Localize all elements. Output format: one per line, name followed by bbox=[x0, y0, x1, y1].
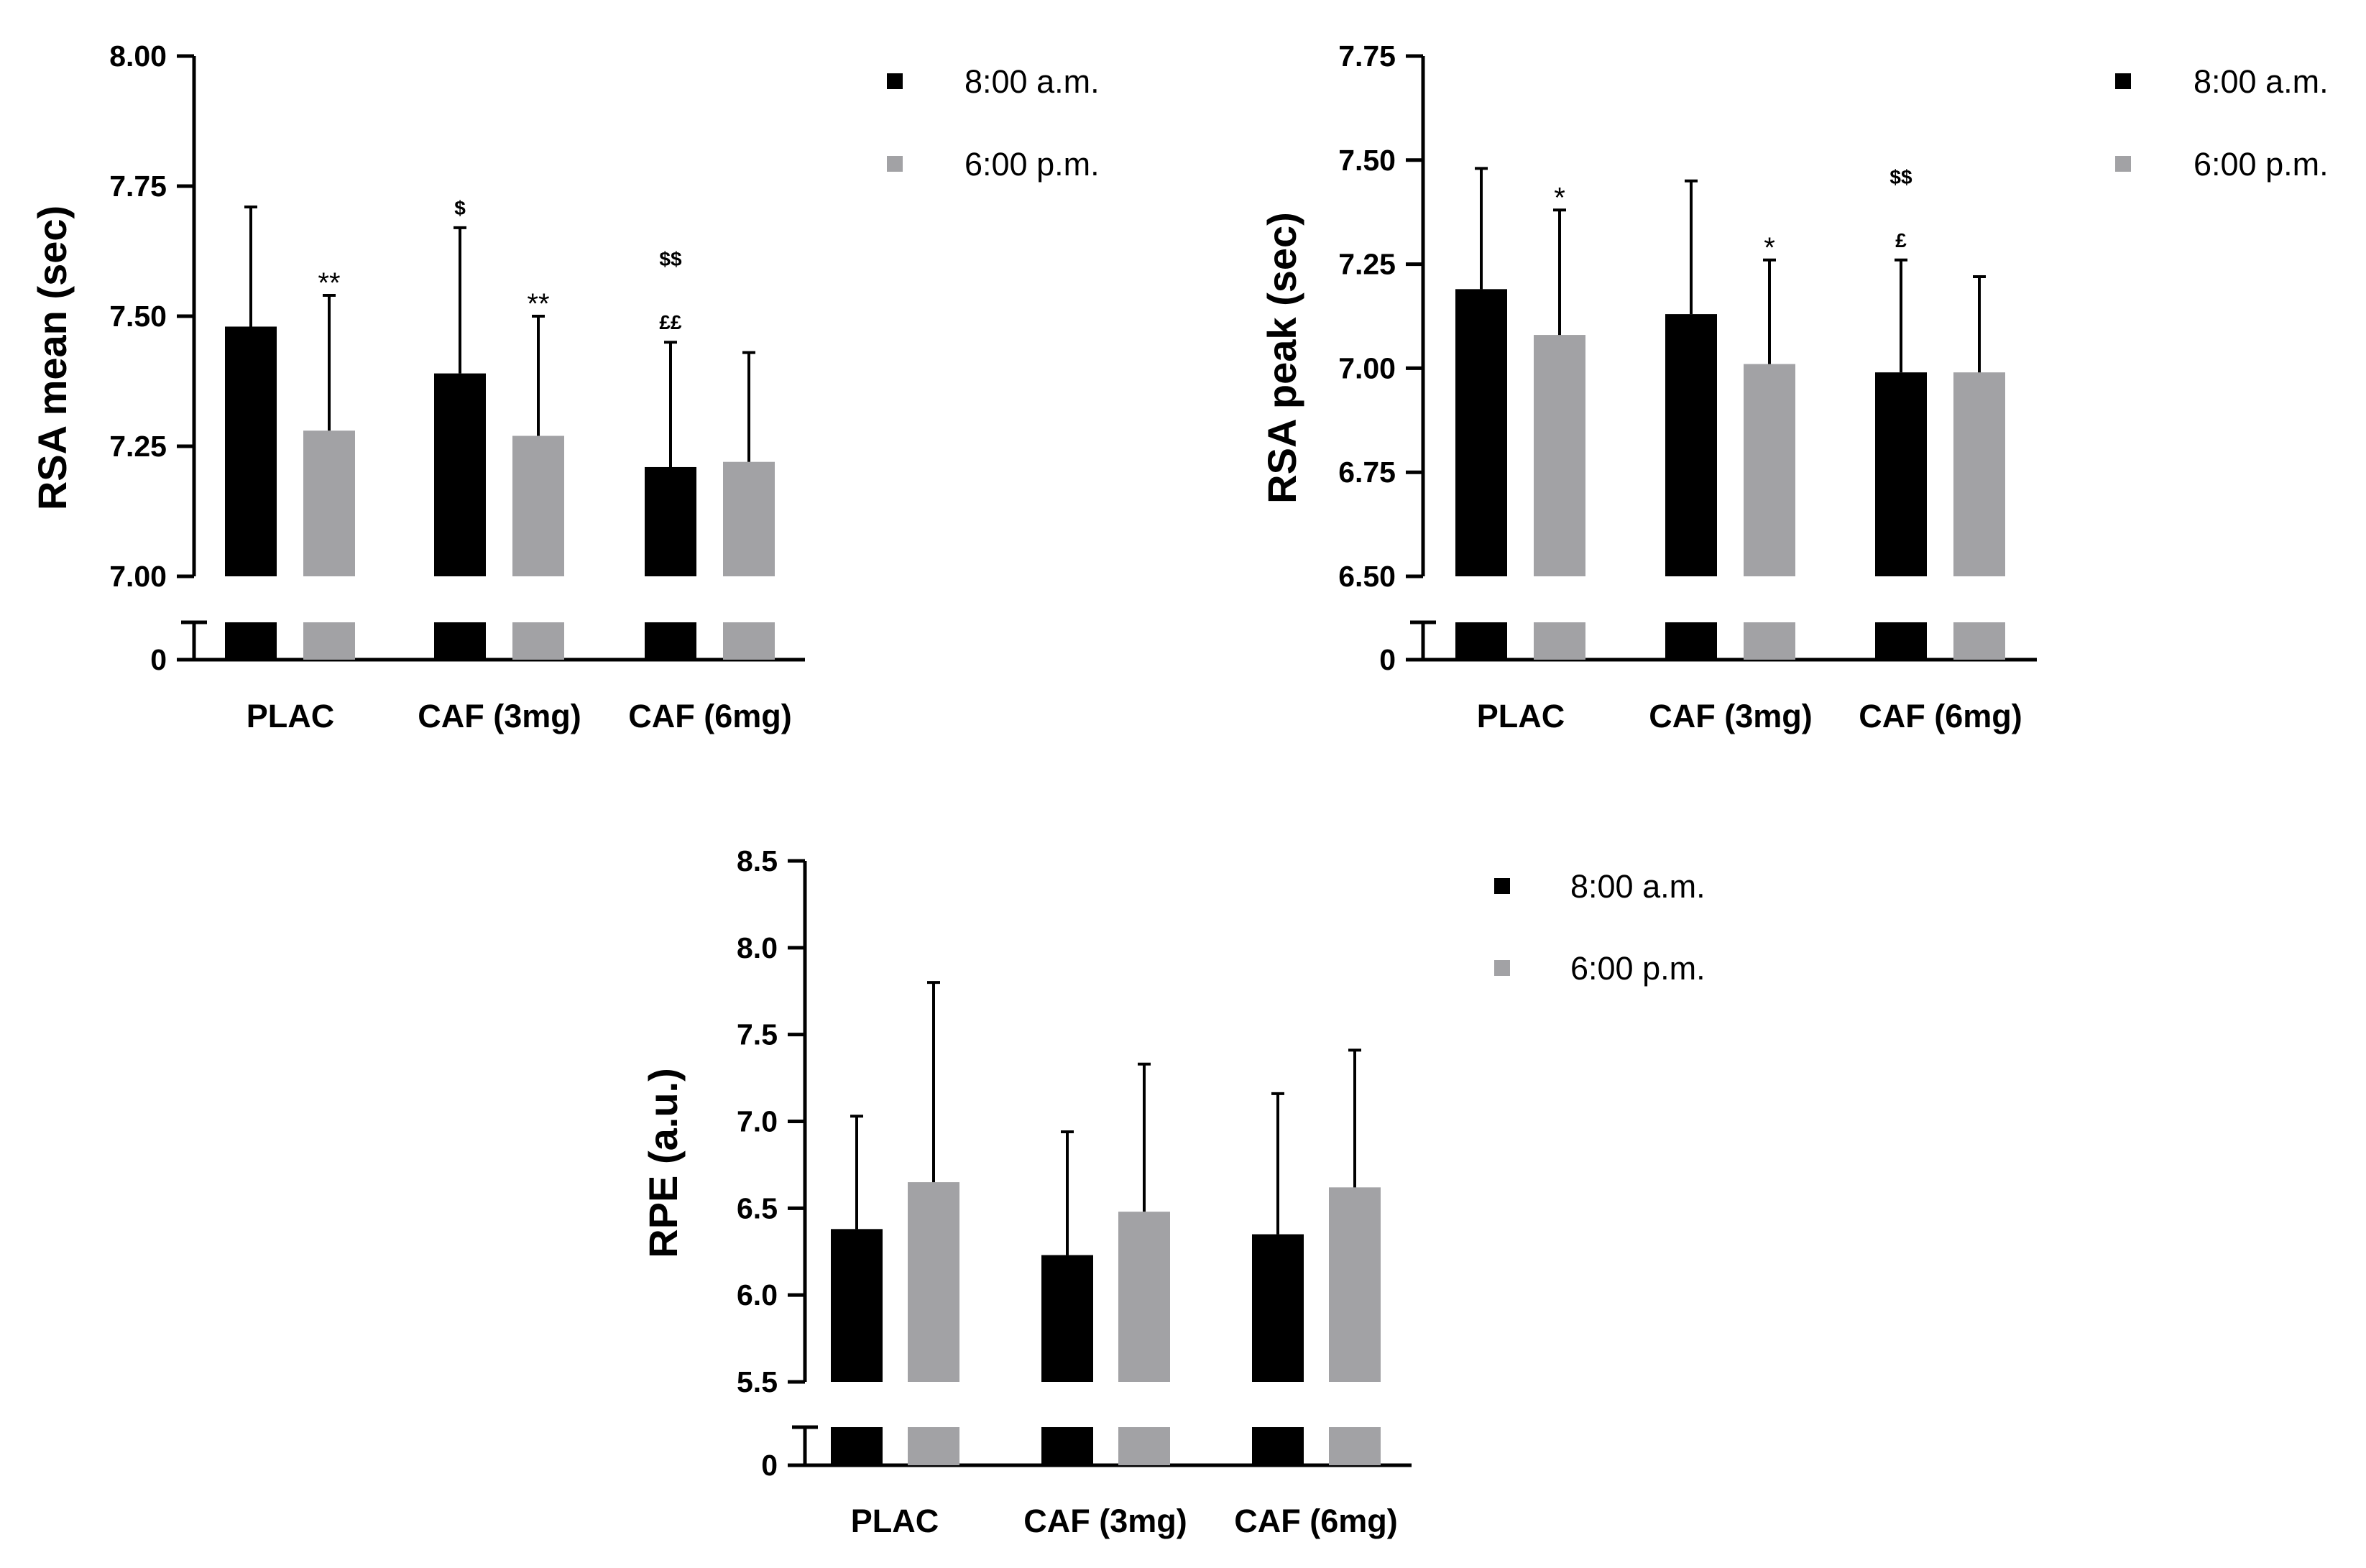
x-category-label: CAF (6mg) bbox=[1859, 698, 2022, 734]
bar bbox=[645, 466, 696, 576]
x-category-label: CAF (3mg) bbox=[1649, 698, 1812, 734]
bar-stub bbox=[1041, 1427, 1093, 1465]
y-tick-label-zero: 0 bbox=[1379, 643, 1396, 676]
x-category-label: CAF (3mg) bbox=[1023, 1503, 1187, 1539]
bar-stub bbox=[831, 1427, 883, 1465]
bar-stub bbox=[1252, 1427, 1304, 1465]
y-tick-label: 6.50 bbox=[1338, 560, 1396, 593]
chart-2: 0 7.75 7.50 7.25 7.00 6.75 6.50 RSA peak (sec) *… bbox=[1259, 40, 2329, 734]
legend-swatch bbox=[1494, 878, 1510, 894]
y-tick-label: 7.5 bbox=[737, 1018, 778, 1051]
bar-stub bbox=[1875, 622, 1927, 660]
bar bbox=[1875, 372, 1927, 576]
legend-swatch bbox=[2115, 156, 2131, 172]
significance-annotation: $ bbox=[454, 197, 466, 219]
chart-3: 0 8.5 8.0 7.5 7.0 6.5 6.0 5.5 RPE (a.u.) PLAC CAF … bbox=[640, 844, 1706, 1539]
significance-annotation: ** bbox=[527, 288, 549, 320]
legend-swatch bbox=[887, 156, 903, 172]
bar bbox=[1252, 1234, 1304, 1382]
bar bbox=[512, 435, 564, 576]
y-tick-label: 7.25 bbox=[109, 430, 167, 463]
bar-stub bbox=[1534, 622, 1585, 660]
y-axis-title: RPE (a.u.) bbox=[640, 1068, 686, 1258]
y-tick-label-zero: 0 bbox=[761, 1449, 778, 1482]
significance-annotation: $$ bbox=[659, 248, 682, 270]
x-category-label: PLAC bbox=[851, 1503, 939, 1539]
y-tick-label: 7.50 bbox=[1338, 144, 1396, 177]
legend-label: 8:00 a.m. bbox=[965, 63, 1100, 100]
bar-stub bbox=[1953, 622, 2005, 660]
significance-annotation: ££ bbox=[659, 311, 682, 333]
legend-swatch bbox=[1494, 960, 1510, 976]
bar-stub bbox=[645, 622, 696, 660]
bar bbox=[908, 1182, 959, 1382]
y-tick-label: 7.75 bbox=[109, 170, 167, 203]
y-tick-label: 8.5 bbox=[737, 844, 778, 877]
bar-stub bbox=[303, 622, 355, 660]
significance-annotation: * bbox=[1764, 232, 1775, 264]
y-tick-label: 5.5 bbox=[737, 1365, 778, 1398]
bar bbox=[1953, 372, 2005, 576]
legend-label: 6:00 p.m. bbox=[965, 146, 1100, 183]
bar bbox=[1118, 1212, 1170, 1382]
y-tick-label: 8.00 bbox=[109, 40, 167, 73]
bar bbox=[434, 373, 486, 576]
bar-stub bbox=[1455, 622, 1507, 660]
significance-annotation: $$ bbox=[1889, 166, 1912, 188]
bar-stub bbox=[512, 622, 564, 660]
bar bbox=[1041, 1255, 1093, 1382]
bar bbox=[303, 430, 355, 576]
bar bbox=[1534, 335, 1585, 576]
significance-annotation: £ bbox=[1895, 229, 1907, 252]
x-category-label: CAF (6mg) bbox=[628, 698, 791, 734]
y-tick-label: 7.0 bbox=[737, 1105, 778, 1138]
legend-label: 8:00 a.m. bbox=[1570, 868, 1706, 905]
y-tick-label-zero: 0 bbox=[150, 643, 167, 676]
bar-stub bbox=[1329, 1427, 1381, 1465]
y-tick-label: 7.50 bbox=[109, 300, 167, 333]
bar bbox=[225, 326, 277, 576]
legend-label: 8:00 a.m. bbox=[2194, 63, 2329, 100]
x-category-label: PLAC bbox=[1477, 698, 1565, 734]
bar-stub bbox=[723, 622, 775, 660]
bar-stub bbox=[908, 1427, 959, 1465]
significance-annotation: ** bbox=[318, 267, 340, 299]
bar bbox=[1455, 289, 1507, 576]
legend-swatch bbox=[887, 73, 903, 89]
bar-stub bbox=[1118, 1427, 1170, 1465]
y-axis-title: RSA mean (sec) bbox=[29, 206, 75, 510]
bar bbox=[723, 461, 775, 576]
chart-1: 0 8.00 7.75 7.50 7.25 7.00 RSA mean (sec) ** PLA… bbox=[29, 40, 1100, 734]
legend-label: 6:00 p.m. bbox=[2194, 146, 2329, 183]
y-tick-label: 6.0 bbox=[737, 1278, 778, 1311]
bar bbox=[831, 1229, 883, 1382]
y-tick-label: 8.0 bbox=[737, 931, 778, 964]
y-tick-label: 6.75 bbox=[1338, 456, 1396, 489]
bar-stub bbox=[434, 622, 486, 660]
bar-stub bbox=[225, 622, 277, 660]
significance-annotation: * bbox=[1554, 182, 1565, 213]
x-category-label: CAF (6mg) bbox=[1234, 1503, 1397, 1539]
y-tick-label: 7.00 bbox=[1338, 351, 1396, 384]
x-category-label: PLAC bbox=[247, 698, 335, 734]
legend-label: 6:00 p.m. bbox=[1570, 950, 1706, 987]
bar-stub bbox=[1744, 622, 1795, 660]
bar bbox=[1329, 1187, 1381, 1382]
bar-stub bbox=[1665, 622, 1717, 660]
legend-swatch bbox=[2115, 73, 2131, 89]
y-tick-label: 6.5 bbox=[737, 1191, 778, 1225]
y-axis-title: RSA peak (sec) bbox=[1259, 212, 1304, 504]
y-tick-label: 7.25 bbox=[1338, 248, 1396, 281]
bar bbox=[1665, 314, 1717, 576]
x-category-label: CAF (3mg) bbox=[418, 698, 581, 734]
y-tick-label: 7.00 bbox=[109, 560, 167, 593]
y-tick-label: 7.75 bbox=[1338, 40, 1396, 73]
bar bbox=[1744, 364, 1795, 576]
